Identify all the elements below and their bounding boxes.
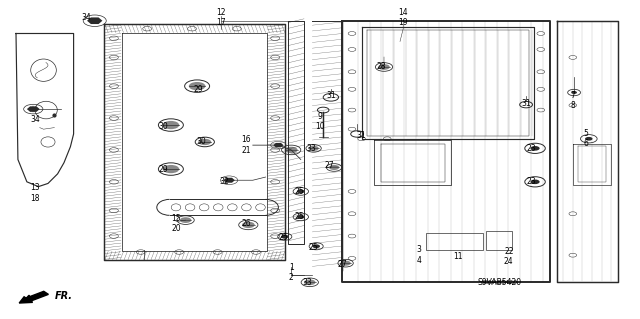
Text: 27: 27 — [324, 161, 335, 170]
Text: 29: 29 — [158, 165, 168, 174]
Text: 25: 25 — [294, 187, 305, 196]
Text: 22
24: 22 24 — [504, 247, 514, 266]
Circle shape — [297, 189, 305, 193]
Text: 1
2: 1 2 — [289, 263, 294, 282]
FancyArrow shape — [19, 291, 49, 303]
Text: 3
4: 3 4 — [417, 246, 422, 265]
Circle shape — [198, 139, 211, 145]
Polygon shape — [87, 18, 102, 24]
Text: 30: 30 — [196, 137, 207, 146]
Circle shape — [163, 165, 179, 173]
Circle shape — [308, 146, 319, 151]
Text: 14
19: 14 19 — [398, 8, 408, 27]
Circle shape — [281, 235, 289, 239]
Circle shape — [340, 261, 351, 266]
Text: 31: 31 — [521, 99, 531, 108]
Bar — [486, 231, 512, 250]
Text: S9VAB5420: S9VAB5420 — [477, 278, 521, 287]
Text: 34: 34 — [81, 13, 92, 22]
Text: 34: 34 — [30, 115, 40, 124]
Text: 25: 25 — [308, 243, 319, 252]
Text: 7
8: 7 8 — [570, 91, 575, 110]
Polygon shape — [273, 143, 284, 147]
Text: 16
21: 16 21 — [241, 136, 252, 155]
Circle shape — [312, 244, 320, 248]
Polygon shape — [27, 106, 40, 112]
Text: 30: 30 — [158, 122, 168, 130]
Circle shape — [572, 91, 577, 94]
Text: 31: 31 — [356, 131, 367, 140]
Circle shape — [531, 180, 540, 184]
Circle shape — [329, 165, 339, 170]
Text: 12
17: 12 17 — [216, 8, 226, 27]
Circle shape — [531, 146, 540, 151]
Circle shape — [585, 137, 593, 141]
Circle shape — [163, 121, 179, 129]
Text: 13
18: 13 18 — [30, 183, 40, 203]
Text: 28: 28 — [376, 63, 385, 71]
Text: 29: 29 — [193, 85, 204, 94]
Circle shape — [297, 215, 305, 219]
Circle shape — [180, 217, 191, 223]
Text: 5
6: 5 6 — [583, 129, 588, 148]
Text: 23: 23 — [526, 144, 536, 153]
Circle shape — [189, 82, 205, 90]
Text: 15
20: 15 20 — [171, 214, 181, 233]
Text: FR.: FR. — [54, 291, 72, 301]
Text: 23: 23 — [526, 177, 536, 186]
Text: 25: 25 — [278, 233, 288, 242]
Text: 9
10: 9 10 — [315, 112, 325, 131]
Bar — [426, 233, 483, 250]
Text: 27: 27 — [337, 260, 348, 269]
Circle shape — [304, 279, 316, 285]
Text: 31: 31 — [326, 91, 336, 100]
Circle shape — [285, 147, 298, 153]
Text: 33: 33 — [302, 278, 312, 287]
Text: 32: 32 — [219, 177, 229, 186]
Circle shape — [242, 222, 255, 228]
Text: 11: 11 — [453, 252, 462, 261]
Text: 26: 26 — [241, 219, 252, 228]
Circle shape — [378, 64, 390, 70]
Polygon shape — [223, 178, 235, 183]
Text: S9VAB5420: S9VAB5420 — [481, 280, 517, 285]
Text: 33: 33 — [307, 144, 317, 153]
Text: 25: 25 — [294, 212, 305, 221]
